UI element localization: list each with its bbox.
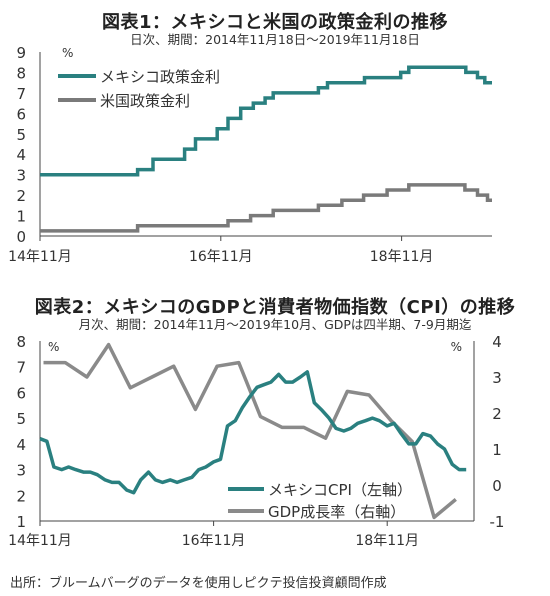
right-y-tick-label: 4: [492, 333, 502, 351]
source-note: 出所：ブルームバーグのデータを使用しピクテ投信投資顧問作成: [10, 576, 387, 591]
y-unit-label: %: [62, 46, 73, 60]
x-tick-label: 14年11月: [8, 249, 72, 265]
y-tick-label: 2: [16, 187, 26, 205]
left-y-tick-label: 3: [16, 462, 26, 480]
x-tick-label: 14年11月: [8, 533, 72, 549]
legend-label: 米国政策金利: [100, 92, 190, 110]
x-tick-label: 16年11月: [182, 533, 246, 549]
mexico-cpi-line: [39, 370, 467, 495]
left-y-tick-label: 2: [16, 487, 26, 505]
y-tick-label: 9: [16, 44, 26, 62]
y-tick-label: 6: [16, 105, 26, 123]
right-y-tick-label: -1: [490, 513, 505, 531]
y-tick-label: 1: [16, 208, 26, 226]
chart1-title: 図表1：メキシコと米国の政策金利の推移: [101, 12, 449, 33]
chart2-subtitle: 月次、期間：2014年11月～2019年10月、GDPは四半期、7-9月期迄: [78, 317, 472, 332]
left-y-tick-label: 8: [16, 333, 26, 351]
right-y-tick-label: 0: [492, 477, 502, 495]
chart1-subtitle: 日次、期間：2014年11月18日～2019年11月18日: [130, 32, 420, 47]
chart2-plot: % % 1 2 3 4 5 6 7 8 -1 0 1 2 3 4 14年11月 16年11月 18年11月 メキシコC…: [8, 333, 505, 549]
y-tick-label: 8: [16, 64, 26, 82]
y-tick-label: 5: [16, 126, 26, 144]
x-tick-label: 18年11月: [370, 249, 434, 265]
legend-label: GDP成長率（右軸）: [268, 503, 405, 521]
us-policy-rate-line: [40, 183, 492, 233]
chart2-title: 図表2：メキシコのGDPと消費者物価指数（CPI）の推移: [34, 297, 516, 318]
left-y-tick-label: 5: [16, 410, 26, 428]
right-y-unit-label: %: [451, 340, 462, 354]
legend-label: メキシコ政策金利: [100, 68, 220, 86]
left-y-tick-label: 1: [16, 513, 26, 531]
y-tick-label: 4: [16, 146, 26, 164]
gdp-growth-line: [43, 342, 457, 520]
left-y-tick-label: 6: [16, 384, 26, 402]
x-tick-label: 18年11月: [355, 533, 419, 549]
y-tick-label: 3: [16, 167, 26, 185]
right-y-tick-label: 3: [492, 369, 502, 387]
mexico-policy-rate-line: [40, 65, 492, 177]
left-y-tick-label: 4: [16, 436, 26, 454]
right-y-tick-label: 2: [492, 405, 502, 423]
chart1-plot: % 0 1 2 3 4 5 6 7 8 9 14年11月 16年11月 18年11月 メキシコ政策金利米国政…: [8, 44, 492, 265]
left-y-unit-label: %: [48, 340, 59, 354]
x-tick-label: 16年11月: [189, 249, 253, 265]
left-y-tick-label: 7: [16, 359, 26, 377]
y-tick-label: 7: [16, 85, 26, 103]
legend-label: メキシコCPI（左軸）: [268, 481, 412, 499]
y-tick-label: 0: [16, 228, 26, 246]
right-y-tick-label: 1: [492, 441, 502, 459]
